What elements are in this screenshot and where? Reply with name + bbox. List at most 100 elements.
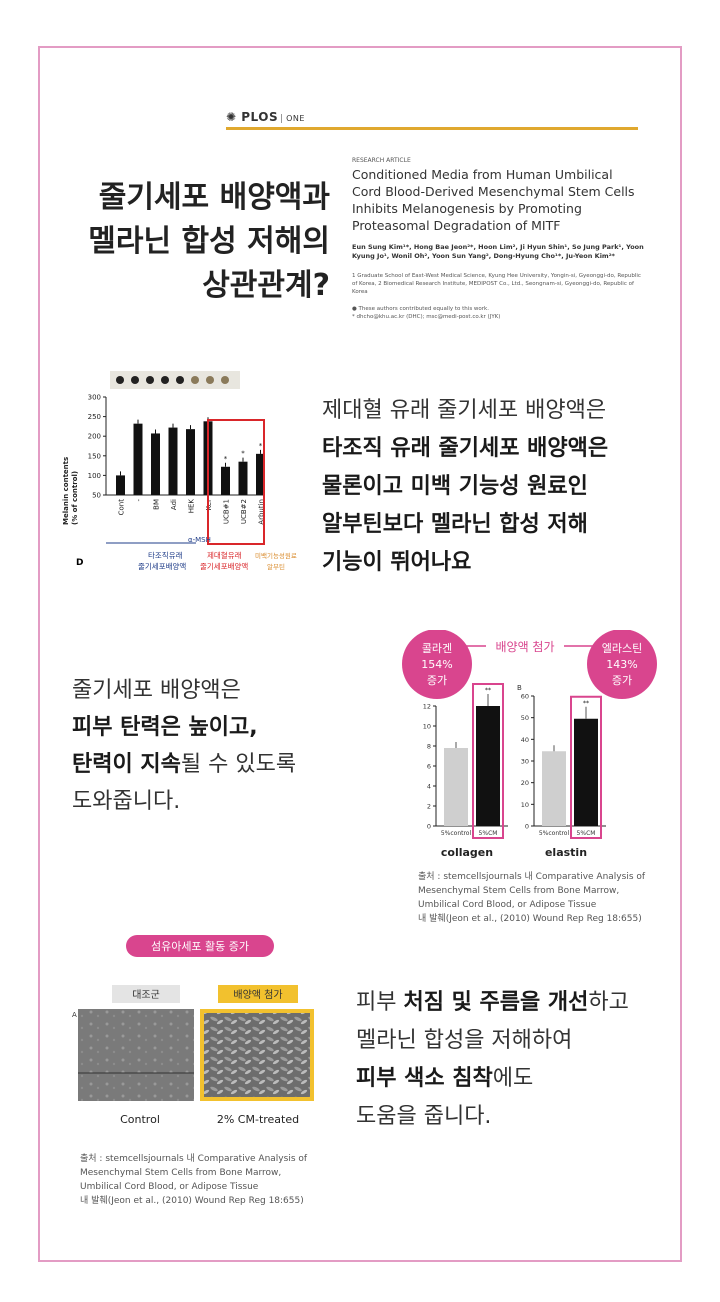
tube-pellet: [146, 376, 154, 384]
xtick-label: 5%control: [539, 830, 570, 837]
panel-d-label: D: [76, 558, 83, 568]
add-label: 배양액 첨가: [495, 640, 554, 654]
group-label-ucb-2: 줄기세포배양액: [200, 561, 248, 571]
melanin-xlabel: UCB#1: [223, 499, 231, 524]
fibroblast-figure: 섬유아세포 활동 증가 대조군 배양액 첨가 A Control 2% CM-t…: [72, 935, 314, 1126]
melanin-xlabel: Arbutin: [258, 499, 266, 525]
melanin-bar: [151, 433, 160, 495]
collagen-badge-inc: 증가: [427, 674, 447, 687]
melanin-ylabel: Melanin contents: [62, 457, 70, 525]
tube-strip: [110, 371, 240, 389]
elastin-badge-title: 엘라스틴: [602, 642, 642, 655]
panel-a-label: A: [72, 1011, 77, 1019]
elastin-badge: [587, 630, 657, 699]
group-label-tissue-2: 줄기세포배양액: [138, 561, 186, 571]
melanin-bar: [186, 429, 195, 495]
cm-tag: [218, 985, 298, 1003]
ytick-label: 60: [521, 693, 529, 701]
sig-label: **: [485, 687, 491, 694]
group-label-arbutin-2: 알부틴: [267, 562, 285, 571]
melanin-ylabel-line2: (% of control): [71, 471, 79, 525]
ytick-label: 4: [427, 783, 431, 791]
xtick-label: 5%CM: [479, 830, 498, 837]
melanin-chart: Melanin contents (% of control) 300 250 20…: [62, 371, 297, 571]
page-frame: [38, 46, 682, 1262]
group-label-tissue-1: 타조직유래: [148, 550, 183, 560]
para-elasticity: 줄기세포 배양액은 피부 탄력은 높이고, 탄력이 지속될 수 있도록 도와줍니…: [72, 678, 297, 814]
tube-pellet: [161, 376, 169, 384]
melanin-bar: [238, 461, 248, 495]
source-note-1: 출처 : stemcellsjournals 내 Comparative Ana…: [418, 872, 646, 924]
melanin-bars: * * *: [116, 417, 265, 495]
group-label-ucb-1: 제대혈유래: [207, 550, 242, 560]
tube-pellet: [191, 376, 199, 384]
melanin-xlabel: Adi: [170, 499, 178, 510]
collagen-chart: 12 10 8 6 4 2 0 5%control 5%CM **: [423, 683, 508, 839]
melanin-ytick-label: 250: [88, 413, 101, 421]
control-bar: [444, 748, 468, 826]
tube-pellet: [116, 376, 124, 384]
collagen-badge: [402, 630, 472, 699]
control-tag-text: 대조군: [132, 989, 160, 1001]
ytick-label: 30: [521, 758, 529, 766]
journal-rule: [226, 127, 638, 130]
xtick-label: 5%CM: [577, 830, 596, 837]
elastin-chart: 60 50 40 30 20 10 0 5%control 5%CM **: [521, 693, 606, 839]
collagen-badge-pct: 154%: [421, 658, 452, 671]
ytick-label: 0: [525, 823, 529, 831]
melanin-sig: *: [259, 442, 263, 450]
group-label-arbutin-1: 미백기능성원료: [255, 551, 297, 560]
source-note-2: 출처 : stemcellsjournals 내 Comparative Ana…: [80, 1154, 308, 1206]
collagen-title: collagen: [441, 846, 493, 859]
melanin-sig: *: [224, 455, 228, 463]
cm-tag-text: 배양액 첨가: [233, 989, 282, 1001]
ytick-label: 2: [427, 803, 431, 811]
cm-highlight-box: [472, 683, 504, 839]
paper-authors: Eun Sung Kim¹*, Hong Bae Jeon²*, Hoon Li…: [352, 243, 644, 260]
ytick-label: 20: [521, 779, 529, 787]
article-type: RESEARCH ARTICLE: [352, 157, 411, 164]
melanin-ytick-label: 150: [88, 452, 101, 460]
melanin-xlabel: UCB#2: [240, 499, 248, 524]
fibroblast-badge: [126, 935, 274, 957]
control-caption: Control: [120, 1113, 160, 1126]
panel-b-label: B: [517, 684, 522, 692]
plos-icon: ✺: [226, 110, 237, 124]
xtick-label: 5%control: [441, 830, 472, 837]
ytick-label: 10: [423, 723, 431, 731]
tube-pellet: [176, 376, 184, 384]
melanin-bar: [116, 475, 125, 495]
ytick-label: 12: [423, 703, 431, 711]
elastin-badge-inc: 증가: [612, 674, 632, 687]
svg-text:(% of control): (% of control): [71, 471, 79, 525]
ytick-label: 10: [521, 801, 529, 809]
melanin-xlabel: -: [135, 499, 143, 502]
melanin-ytick-label: 100: [88, 472, 101, 480]
journal-logo: ✺ PLOS ONE: [226, 110, 305, 124]
melanin-ytick-label: 200: [88, 433, 101, 441]
melanin-xlabel: HEK: [188, 499, 196, 514]
cm-bar: [476, 706, 500, 826]
cm-micrograph: [200, 1009, 314, 1101]
melanin-sig: *: [241, 450, 245, 458]
elasticity-chart: 배양액 첨가 콜라겐 154% 증가 엘라스틴 143% 증가 B 12 10 8 6…: [402, 630, 657, 859]
ytick-label: 50: [521, 714, 529, 722]
ytick-label: 6: [427, 763, 431, 771]
headline: 줄기세포 배양액과 멜라닌 합성 저해의 상관관계?: [88, 180, 330, 303]
melanin-ytick-label: 300: [88, 394, 101, 402]
elastin-badge-pct: 143%: [606, 658, 637, 671]
elastin-title: elastin: [545, 846, 587, 859]
ytick-label: 40: [521, 736, 529, 744]
tube-pellet: [221, 376, 229, 384]
control-tag: [112, 985, 180, 1003]
add-label-bg: [486, 638, 564, 654]
ytick-label: 0: [427, 823, 431, 831]
paper-title: Conditioned Media from Human Umbilical Co…: [352, 167, 635, 233]
melanin-bar: [168, 427, 178, 495]
para-wrinkle: 피부 처짐 및 주름을 개선하고 멜라닌 합성을 저해하여 피부 색소 침착에도…: [356, 990, 629, 1129]
melanin-bar: [221, 466, 230, 495]
tube-pellet: [206, 376, 214, 384]
msh-label: α-MSH: [188, 536, 211, 544]
control-micrograph: [78, 1009, 194, 1101]
melanin-ylabel-line1: Melanin contents: [62, 457, 70, 525]
